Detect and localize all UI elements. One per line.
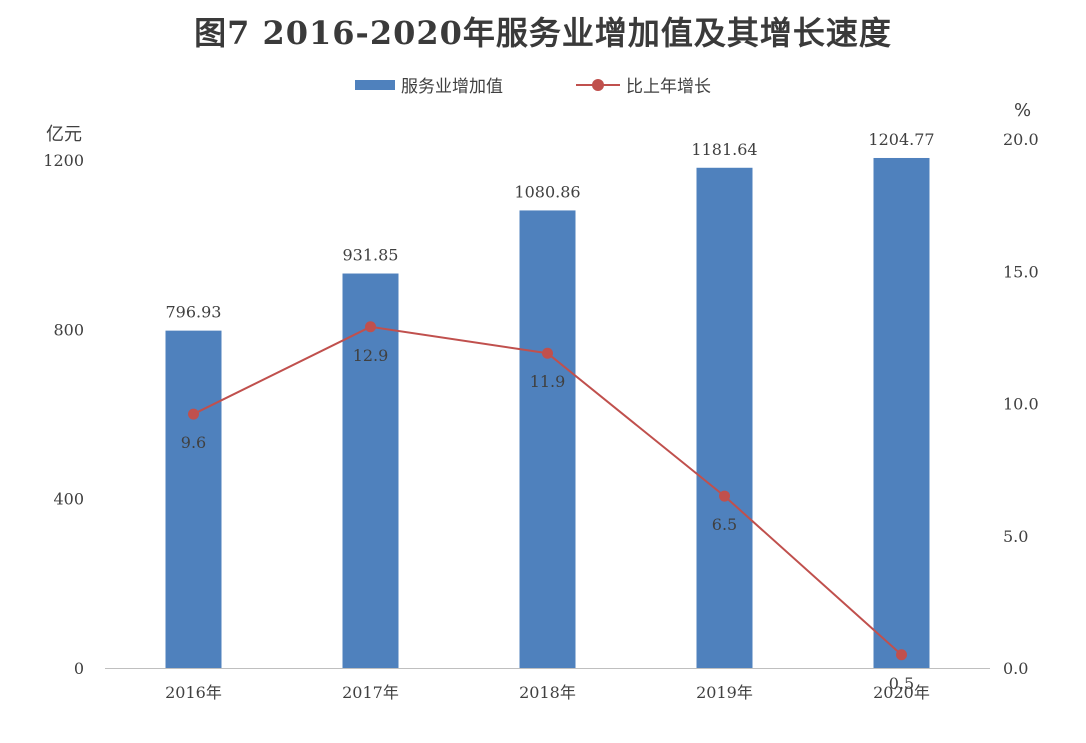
growth-point-2: [542, 347, 553, 359]
legend-bar-label: 服务业增加值: [401, 77, 503, 97]
growth-value-label-3: 6.5: [712, 515, 737, 534]
left-axis-unit: 亿元: [46, 124, 82, 145]
legend: 服务业增加值 比上年增长: [0, 72, 1086, 97]
legend-item-bars: 服务业增加值: [355, 72, 503, 97]
x-tick-label-3: 2019年: [696, 683, 753, 702]
bar-4: [873, 157, 930, 668]
bar-value-label-4: 1204.77: [868, 130, 934, 149]
legend-line-label: 比上年增长: [626, 77, 711, 97]
bar-value-label-1: 931.85: [343, 246, 399, 265]
growth-point-0: [188, 408, 199, 420]
bar-2: [519, 210, 576, 669]
growth-point-1: [365, 321, 376, 333]
bar-value-label-2: 1080.86: [514, 182, 580, 201]
x-tick-label-2: 2018年: [519, 683, 576, 702]
growth-value-label-1: 12.9: [353, 346, 389, 365]
y-left-tick-label-1: 400: [53, 490, 84, 509]
bar-3: [696, 167, 753, 668]
bar-value-label-0: 796.93: [166, 303, 222, 322]
y-right-tick-label-3: 15.0: [1003, 262, 1039, 281]
growth-value-label-4: 0.5: [889, 674, 914, 693]
right-axis-unit: %: [1014, 100, 1032, 121]
y-right-tick-label-2: 10.0: [1003, 395, 1039, 414]
legend-line-swatch: [576, 78, 620, 91]
legend-bar-swatch: [355, 79, 395, 90]
x-tick-label-0: 2016年: [165, 683, 222, 702]
bar-0: [165, 330, 222, 668]
chart-title: 图7 2016-2020年服务业增加值及其增长速度: [194, 14, 892, 52]
bar-value-label-3: 1181.64: [691, 140, 757, 159]
y-right-tick-label-0: 0.0: [1003, 659, 1028, 678]
y-right-tick-label-1: 5.0: [1003, 527, 1028, 546]
y-left-tick-label-2: 800: [53, 320, 84, 339]
y-left-tick-label-0: 0: [74, 659, 84, 678]
growth-point-3: [719, 490, 730, 502]
legend-item-line: 比上年增长: [576, 72, 711, 97]
growth-value-label-2: 11.9: [530, 372, 566, 391]
x-tick-label-4: 2020年: [873, 683, 930, 702]
y-left-tick-label-3: 1200: [43, 151, 84, 170]
y-right-tick-label-4: 20.0: [1003, 130, 1039, 149]
growth-point-4: [896, 649, 907, 661]
x-tick-label-1: 2017年: [342, 683, 399, 702]
growth-value-label-0: 9.6: [181, 433, 206, 452]
bar-1: [342, 273, 399, 668]
